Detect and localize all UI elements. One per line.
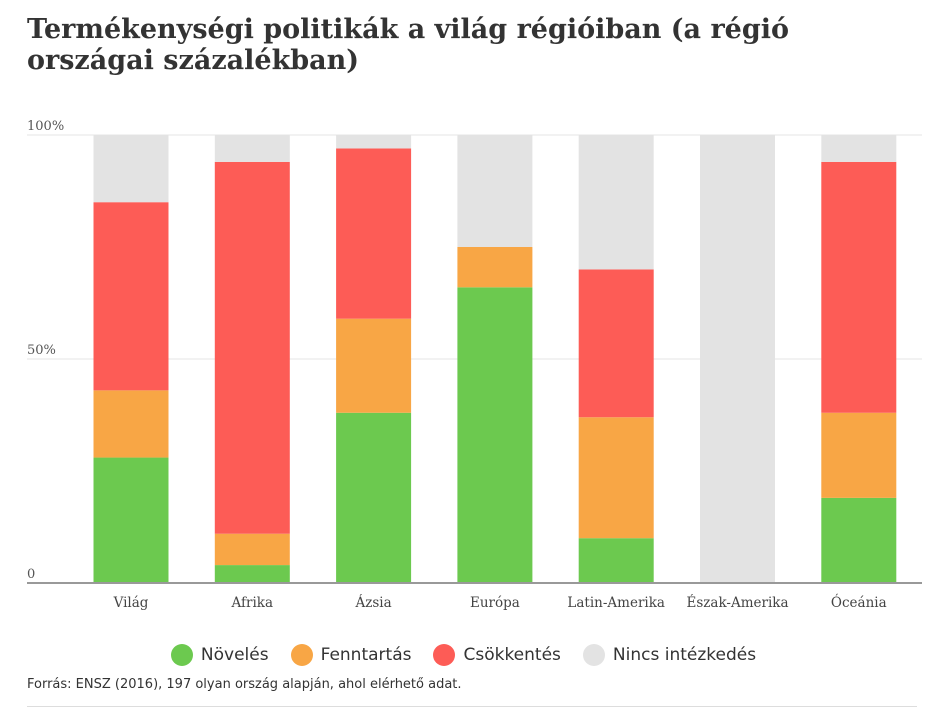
legend-item-csokkentes: Csökkentés: [433, 644, 561, 666]
legend-label: Nincs intézkedés: [612, 645, 757, 665]
legend-item-fenntartas: Fenntartás: [290, 644, 412, 666]
x-category-label: Ázsia: [355, 595, 392, 611]
bar-segment: [214, 533, 290, 566]
x-category-label: Afrika: [231, 595, 274, 611]
divider: [27, 706, 917, 707]
chart-title: Termékenységi politikák a világ régióiba…: [27, 14, 789, 76]
bar-segment: [336, 148, 412, 319]
bar-segment: [93, 457, 169, 583]
legend-label: Fenntartás: [320, 645, 412, 665]
legend-swatch-csokkentes: [433, 644, 456, 666]
source-note: Forrás: ENSZ (2016), 197 olyan ország al…: [27, 677, 462, 692]
y-tick-label: 100%: [27, 119, 64, 134]
legend-label: Csökkentés: [463, 645, 561, 665]
y-tick-label: 0: [27, 567, 35, 582]
bar-segment: [821, 161, 897, 413]
x-category-label: Latin-Amerika: [567, 595, 665, 611]
x-category-label: Észak-Amerika: [687, 595, 789, 611]
x-category-label: Világ: [113, 595, 149, 611]
bar-segment: [578, 269, 654, 418]
bar-segment: [214, 565, 290, 583]
bar-segment: [214, 161, 290, 534]
x-category-label: Európa: [470, 595, 520, 611]
bar-segment: [457, 247, 533, 288]
bar-segment: [457, 287, 533, 583]
x-category-label: Óceánia: [831, 594, 887, 611]
bar-segment: [336, 412, 412, 583]
y-axis-ticks: 0 50% 100%: [27, 119, 64, 582]
bar-segment: [578, 417, 654, 539]
bar-segment: [700, 135, 775, 583]
bar-segment: [821, 412, 897, 498]
bar-segment: [93, 135, 169, 203]
legend-item-nincs: Nincs intézkedés: [582, 644, 757, 666]
legend-item-novelés: Növelés: [170, 644, 269, 666]
bars: [93, 135, 897, 583]
bar-segment: [336, 135, 412, 149]
x-axis-categories: Világ Afrika Ázsia Európa Latin-Amerika Észak…: [113, 594, 887, 611]
y-tick-label: 50%: [27, 343, 56, 358]
legend-swatch-nincs: [582, 644, 605, 666]
legend: Növelés Fenntartás Csökkentés Nincs inté…: [0, 644, 927, 666]
legend-label: Növelés: [200, 645, 269, 665]
legend-swatch-fenntartas: [290, 644, 313, 666]
bar-segment: [821, 135, 897, 162]
bar-segment: [457, 135, 533, 247]
bar-segment: [93, 390, 169, 458]
bar-segment: [578, 538, 654, 583]
bar-segment: [578, 135, 654, 270]
legend-swatch-novelés: [170, 644, 193, 666]
bar-segment: [821, 497, 897, 583]
bar-segment: [93, 202, 169, 391]
bar-segment: [336, 318, 412, 413]
stacked-bar-chart: 0 50% 100% Világ Afrika Ázsia Európa Latin-Ame…: [27, 119, 922, 611]
bar-segment: [214, 135, 290, 162]
